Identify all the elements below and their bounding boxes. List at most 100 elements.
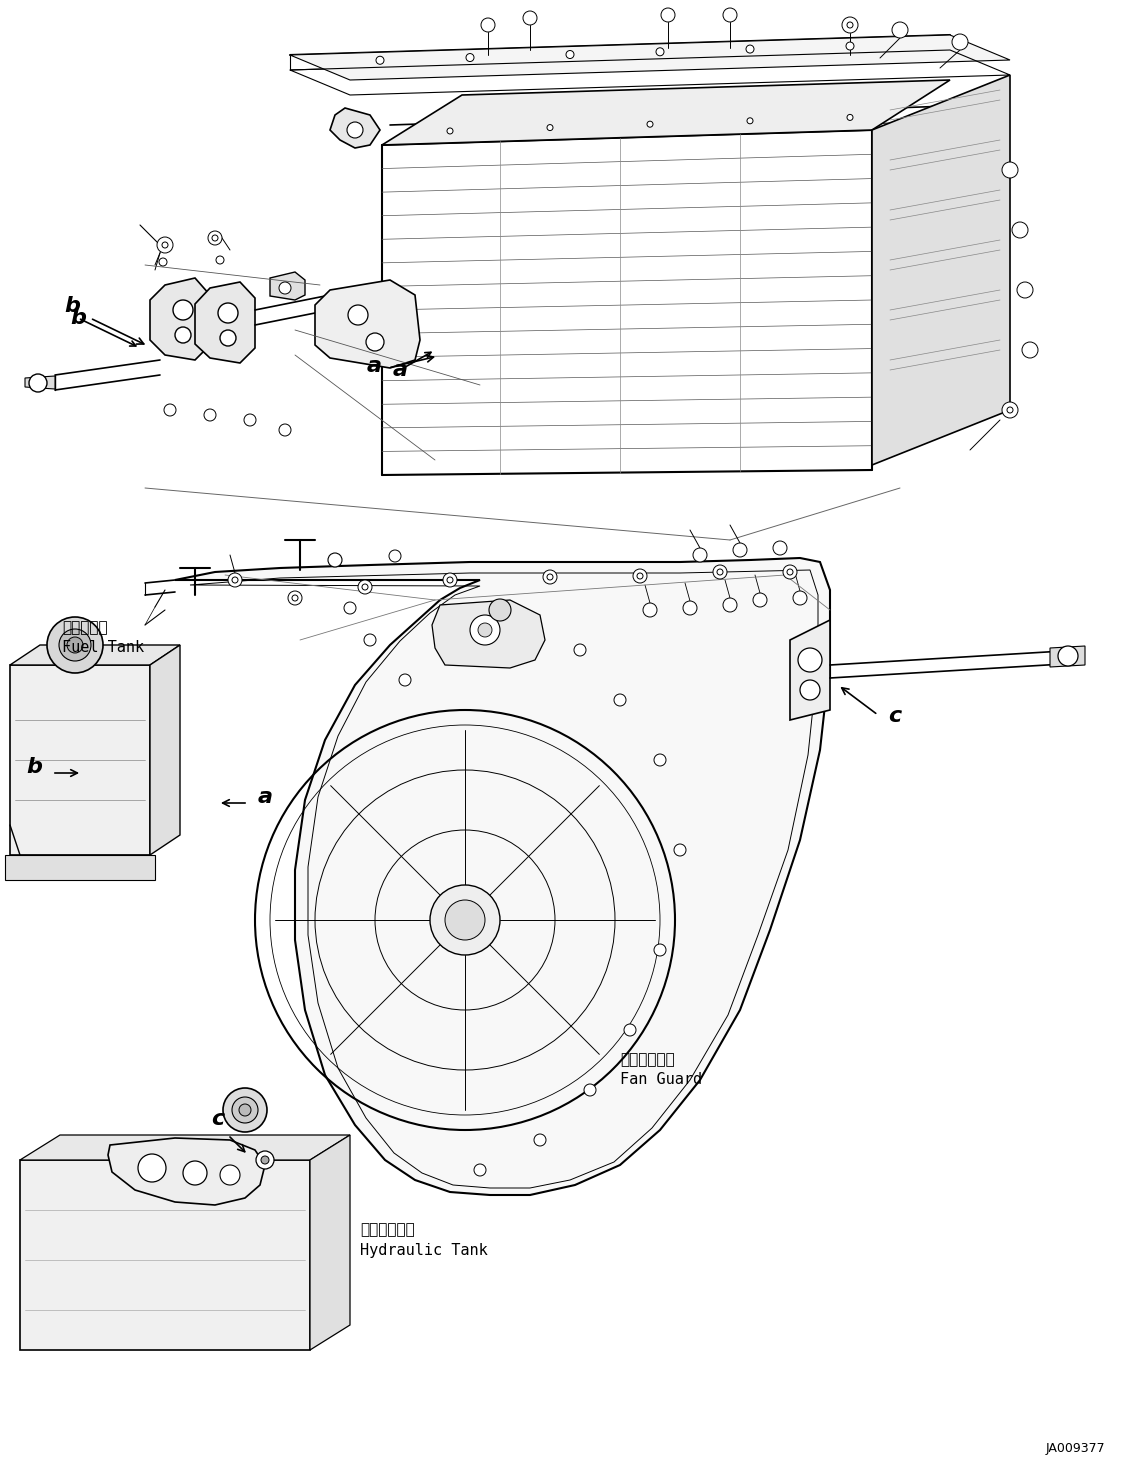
Circle shape [713,565,727,579]
Circle shape [644,603,657,616]
Circle shape [647,121,653,127]
Circle shape [783,565,798,579]
Circle shape [534,1134,547,1145]
Circle shape [244,414,256,426]
Circle shape [445,900,485,940]
Circle shape [280,282,291,294]
Circle shape [208,231,222,245]
Circle shape [327,553,342,568]
Text: JA009377: JA009377 [1045,1443,1104,1454]
Polygon shape [10,644,180,665]
Polygon shape [5,854,155,879]
Circle shape [288,591,302,605]
Circle shape [443,573,458,587]
Circle shape [466,53,474,62]
Circle shape [845,41,853,50]
Circle shape [574,644,586,656]
Circle shape [1017,282,1033,299]
Text: c: c [889,706,901,726]
Circle shape [1012,222,1028,238]
Circle shape [256,1151,274,1169]
Circle shape [399,674,411,686]
Circle shape [661,7,675,22]
Circle shape [547,573,553,579]
Polygon shape [1050,646,1085,667]
Text: c: c [211,1108,225,1129]
Circle shape [633,569,647,582]
Circle shape [793,591,807,605]
Text: a: a [258,786,273,807]
Circle shape [183,1162,207,1185]
Polygon shape [315,279,420,368]
Polygon shape [195,282,254,364]
Circle shape [523,10,537,25]
Circle shape [175,327,191,343]
Circle shape [364,634,377,646]
Polygon shape [149,278,210,361]
Circle shape [753,593,767,607]
Circle shape [584,1083,596,1097]
Circle shape [654,754,666,766]
Text: 燃料タンク: 燃料タンク [62,621,107,636]
Circle shape [159,259,167,266]
Text: b: b [70,307,86,328]
Circle shape [447,576,453,582]
Circle shape [847,114,853,120]
Polygon shape [790,619,830,720]
Polygon shape [382,80,950,145]
Text: a: a [366,356,381,375]
Circle shape [654,944,666,956]
Circle shape [683,602,697,615]
Circle shape [47,616,103,672]
Circle shape [614,695,626,706]
Circle shape [358,579,372,594]
Circle shape [261,1156,269,1165]
Polygon shape [330,108,380,148]
Circle shape [67,637,83,653]
Circle shape [348,304,369,325]
Text: Hydraulic Tank: Hydraulic Tank [361,1243,487,1258]
Polygon shape [25,375,55,389]
Circle shape [543,571,557,584]
Circle shape [772,541,787,556]
Circle shape [232,576,238,582]
Circle shape [847,22,853,28]
Circle shape [218,303,238,324]
Circle shape [566,50,574,59]
Circle shape [733,542,747,557]
Circle shape [366,333,385,350]
Circle shape [212,235,218,241]
Polygon shape [149,644,180,854]
Circle shape [478,624,492,637]
Text: ファンガード: ファンガード [620,1052,674,1067]
Circle shape [489,599,511,621]
Circle shape [674,844,686,856]
Circle shape [470,615,500,644]
Circle shape [798,647,822,672]
Polygon shape [432,600,545,668]
Circle shape [377,56,385,64]
Circle shape [892,22,908,38]
Circle shape [717,569,723,575]
Circle shape [157,236,173,253]
Circle shape [723,7,737,22]
Polygon shape [108,1138,265,1205]
Text: Fuel Tank: Fuel Tank [62,640,144,656]
Circle shape [232,1097,258,1123]
Polygon shape [270,272,305,300]
Polygon shape [310,1135,350,1349]
Circle shape [292,596,298,602]
Circle shape [842,18,858,33]
Circle shape [162,242,168,248]
Circle shape [1022,341,1038,358]
Text: b: b [64,296,80,316]
Circle shape [482,18,495,33]
Circle shape [430,885,500,955]
Circle shape [29,374,47,392]
Circle shape [637,573,644,579]
Circle shape [1008,406,1013,412]
Text: b: b [26,757,42,777]
Circle shape [222,1088,267,1132]
Text: Fan Guard: Fan Guard [620,1073,702,1088]
Polygon shape [872,75,1010,466]
